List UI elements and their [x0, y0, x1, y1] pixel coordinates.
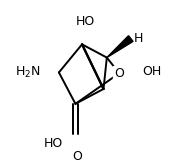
Text: O: O — [72, 150, 82, 163]
Text: HO: HO — [76, 15, 95, 28]
Text: H$_2$N: H$_2$N — [15, 65, 40, 80]
Text: H: H — [133, 32, 143, 45]
Text: OH: OH — [142, 65, 162, 78]
Text: HO: HO — [44, 137, 63, 150]
Text: O: O — [114, 67, 124, 80]
Polygon shape — [107, 36, 133, 58]
